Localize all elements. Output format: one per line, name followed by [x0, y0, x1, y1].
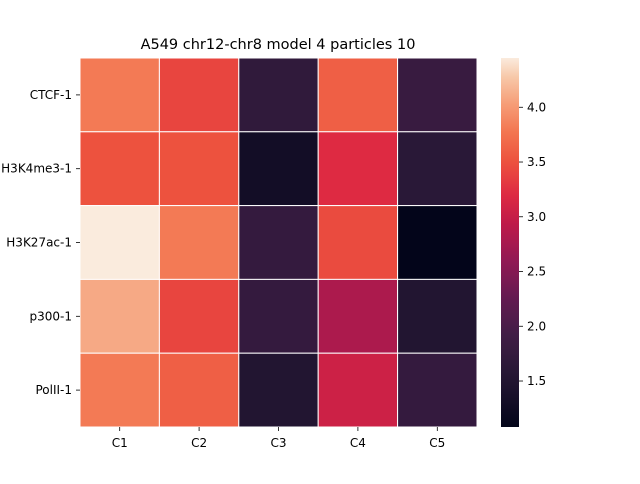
heatmap-cell [317, 352, 399, 428]
heatmap-cell [158, 131, 240, 207]
heatmap-cell [79, 57, 160, 133]
colorbar-gradient [501, 58, 519, 427]
heatmap-cell [238, 57, 319, 133]
heatmap-cell [317, 131, 399, 207]
heatmap-cell [158, 205, 240, 280]
heatmap-cell [79, 131, 160, 207]
heatmap-cell [317, 57, 399, 133]
colorbar-tick-label: 1.5 [527, 374, 546, 388]
heatmap-cell [397, 131, 478, 207]
heatmap-cell [158, 352, 240, 428]
x-tick-label: C5 [429, 436, 445, 450]
x-axis-ticks: C1 C2 C3 C4 C5 [112, 427, 445, 450]
y-tick-label: PolII-1 [35, 383, 72, 397]
x-tick-label: C2 [191, 436, 207, 450]
colorbar: 1.5 2.0 2.5 3.0 3.5 4.0 [501, 58, 546, 427]
colorbar-tick-label: 4.0 [527, 100, 546, 114]
heatmap-cell [79, 278, 160, 354]
heatmap-cell [158, 57, 240, 133]
heatmap-cell [158, 278, 240, 354]
heatmap-cell [238, 205, 319, 280]
colorbar-tick-label: 3.5 [527, 155, 546, 169]
x-tick-label: C3 [270, 436, 286, 450]
colorbar-tick-label: 3.0 [527, 210, 546, 224]
heatmap-cells [79, 57, 478, 428]
heatmap-cell [79, 352, 160, 428]
heatmap-cell [238, 352, 319, 428]
y-axis-ticks: CTCF-1 H3K4me3-1 H3K27ac-1 p300-1 PolII-1 [1, 88, 80, 397]
y-tick-label: p300-1 [30, 309, 73, 323]
heatmap-cell [238, 131, 319, 207]
heatmap-cell [397, 352, 478, 428]
heatmap-cell [397, 205, 478, 280]
x-tick-label: C1 [112, 436, 128, 450]
heatmap-cell [397, 278, 478, 354]
colorbar-tick-label: 2.5 [527, 265, 546, 279]
heatmap-cell [79, 205, 160, 280]
heatmap-cell [238, 278, 319, 354]
colorbar-tick-label: 2.0 [527, 319, 546, 333]
x-tick-label: C4 [350, 436, 366, 450]
y-tick-label: CTCF-1 [30, 88, 72, 102]
heatmap-cell [317, 205, 399, 280]
chart-title: A549 chr12-chr8 model 4 particles 10 [141, 37, 416, 53]
y-tick-label: H3K4me3-1 [1, 162, 72, 176]
y-tick-label: H3K27ac-1 [6, 236, 72, 250]
heatmap-cell [397, 57, 478, 133]
heatmap-cell [317, 278, 399, 354]
